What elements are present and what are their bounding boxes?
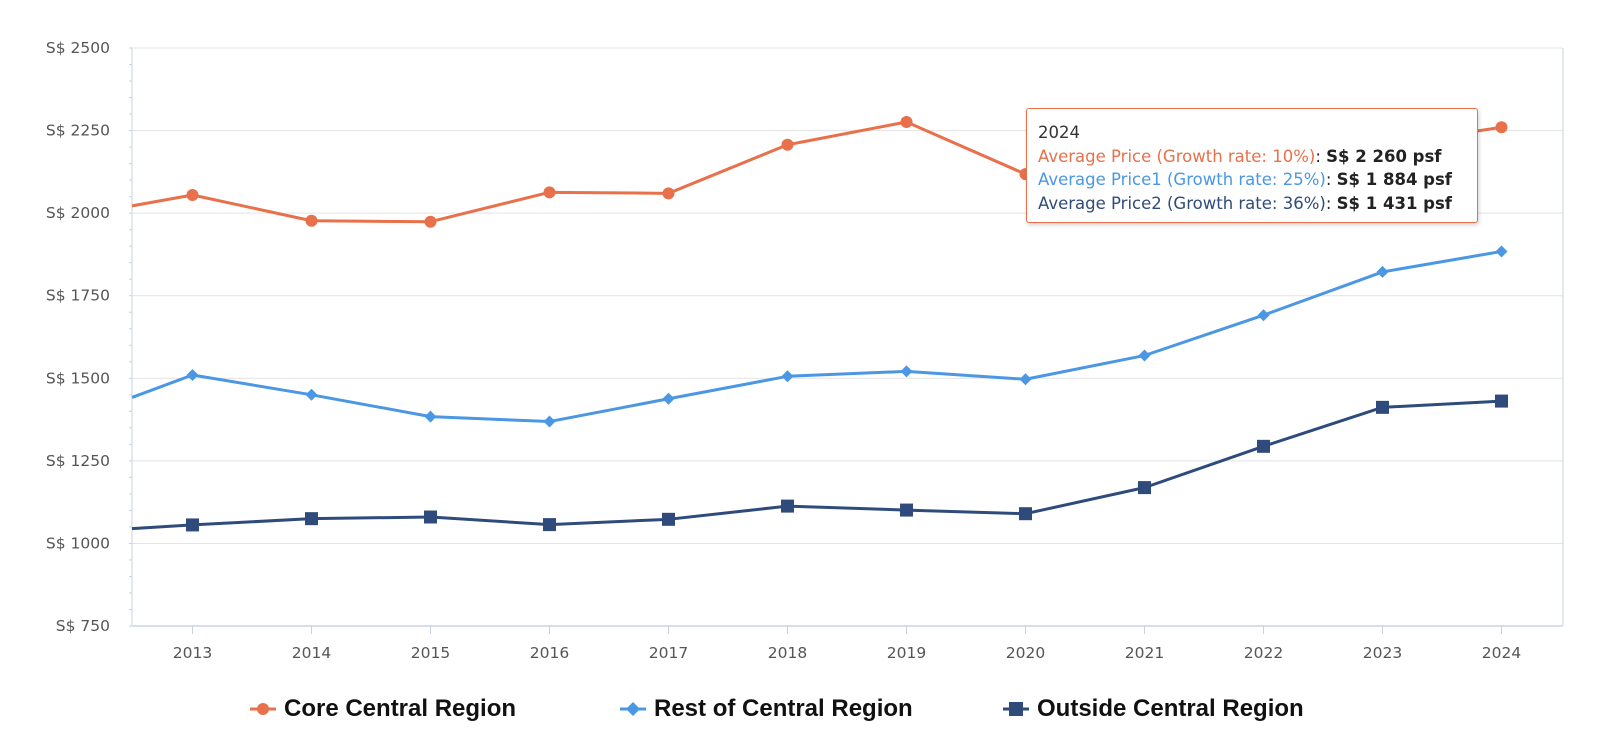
tooltip-value: S$ 2 260 psf xyxy=(1326,146,1442,166)
series-line xyxy=(131,249,1502,424)
x-tick-label: 2020 xyxy=(1006,644,1045,662)
x-tick-label: 2014 xyxy=(292,644,331,662)
x-tick-label: 2017 xyxy=(649,644,688,662)
legend-label: Outside Central Region xyxy=(1037,695,1304,722)
y-tick-label: S$ 2000 xyxy=(46,204,110,222)
data-point xyxy=(1019,373,1032,386)
tooltip-value: S$ 1 884 psf xyxy=(1336,170,1452,189)
data-point xyxy=(305,512,318,526)
data-point xyxy=(1138,349,1151,362)
data-point xyxy=(1376,265,1389,278)
data-point xyxy=(424,410,437,423)
y-tick-label: S$ 1750 xyxy=(46,287,110,305)
tooltip-label: Average Price2 (Growth rate: 36%) xyxy=(1038,193,1326,213)
y-tick-label: S$ 1000 xyxy=(46,534,110,552)
legend-label: Rest of Central Region xyxy=(654,695,913,722)
y-axis-labels: S$ 750 S$ 1000 S$ 1250 S$ 1500 S$ 1750 S$ 200… xyxy=(46,39,110,635)
data-point xyxy=(1495,245,1508,258)
data-point xyxy=(900,365,913,378)
legend-item-rest-central[interactable]: Rest of Central Region xyxy=(620,690,913,728)
data-point xyxy=(1019,507,1032,521)
data-point xyxy=(1495,394,1508,408)
tooltip-row: Average Price2 (Growth rate: 36%): S$ 1 … xyxy=(1038,193,1452,213)
series-markers[interactable] xyxy=(186,115,1508,532)
x-tick-label: 2019 xyxy=(887,644,926,662)
y-tick-label: S$ 1250 xyxy=(46,452,110,470)
tooltip: 2024 Average Price (Growth rate: 10%): S… xyxy=(1026,108,1478,223)
data-point xyxy=(424,510,437,524)
data-point xyxy=(543,518,556,532)
x-tick-label: 2023 xyxy=(1363,644,1402,662)
grid-lines xyxy=(132,47,1563,544)
data-point xyxy=(1376,400,1389,414)
tooltip-label: Average Price1 (Growth rate: 25%) xyxy=(1038,170,1326,189)
data-point xyxy=(424,215,437,228)
tooltip-label: Average Price (Growth rate: 10%) xyxy=(1038,146,1316,166)
data-point xyxy=(186,188,199,201)
series-line xyxy=(131,399,1502,531)
y-tick-label: S$ 1500 xyxy=(46,369,110,387)
data-point xyxy=(781,499,794,513)
data-point xyxy=(305,388,318,401)
tooltip-title: 2024 xyxy=(1038,123,1080,142)
square-marker-icon xyxy=(1003,702,1029,716)
data-point xyxy=(900,115,913,128)
data-point xyxy=(186,368,199,381)
x-axis-labels: 2013 2014 2015 2016 2017 2018 2019 2020 2021 2022… xyxy=(173,644,1521,662)
x-tick-label: 2022 xyxy=(1244,644,1283,662)
legend-item-core-central[interactable]: Core Central Region xyxy=(250,690,516,728)
x-tick-label: 2013 xyxy=(173,644,212,662)
data-point xyxy=(900,503,913,517)
data-point xyxy=(662,392,675,405)
data-point xyxy=(543,415,556,428)
tooltip-row: Average Price1 (Growth rate: 25%): S$ 1 … xyxy=(1038,170,1452,189)
x-tick-label: 2021 xyxy=(1125,644,1164,662)
data-point xyxy=(662,187,675,200)
data-point xyxy=(1257,309,1270,322)
x-tick-label: 2015 xyxy=(411,644,450,662)
legend-item-outside-central[interactable]: Outside Central Region xyxy=(1003,690,1304,728)
data-point xyxy=(781,370,794,383)
y-tick-label: S$ 2250 xyxy=(46,122,110,140)
x-tick-label: 2018 xyxy=(768,644,807,662)
data-point xyxy=(662,512,675,526)
data-point xyxy=(1138,481,1151,495)
y-tick-label: S$ 750 xyxy=(56,617,110,635)
legend-label: Core Central Region xyxy=(284,695,517,722)
y-tick-label: S$ 2500 xyxy=(46,39,110,57)
data-point xyxy=(1257,439,1270,453)
tooltip-row: Average Price (Growth rate: 10%): S$ 2 2… xyxy=(1038,146,1442,166)
legend: Core Central Region Rest of Central Regi… xyxy=(0,690,1600,728)
tooltip-value: S$ 1 431 psf xyxy=(1336,193,1452,213)
data-point xyxy=(543,186,556,199)
data-point xyxy=(305,214,318,227)
data-point xyxy=(186,518,199,532)
diamond-marker-icon xyxy=(620,702,646,716)
x-tick-label: 2016 xyxy=(530,644,569,662)
x-tick-label: 2024 xyxy=(1482,644,1521,662)
data-point xyxy=(1495,121,1508,134)
axes xyxy=(129,47,1564,634)
data-point xyxy=(781,138,794,151)
circle-marker-icon xyxy=(250,703,276,715)
